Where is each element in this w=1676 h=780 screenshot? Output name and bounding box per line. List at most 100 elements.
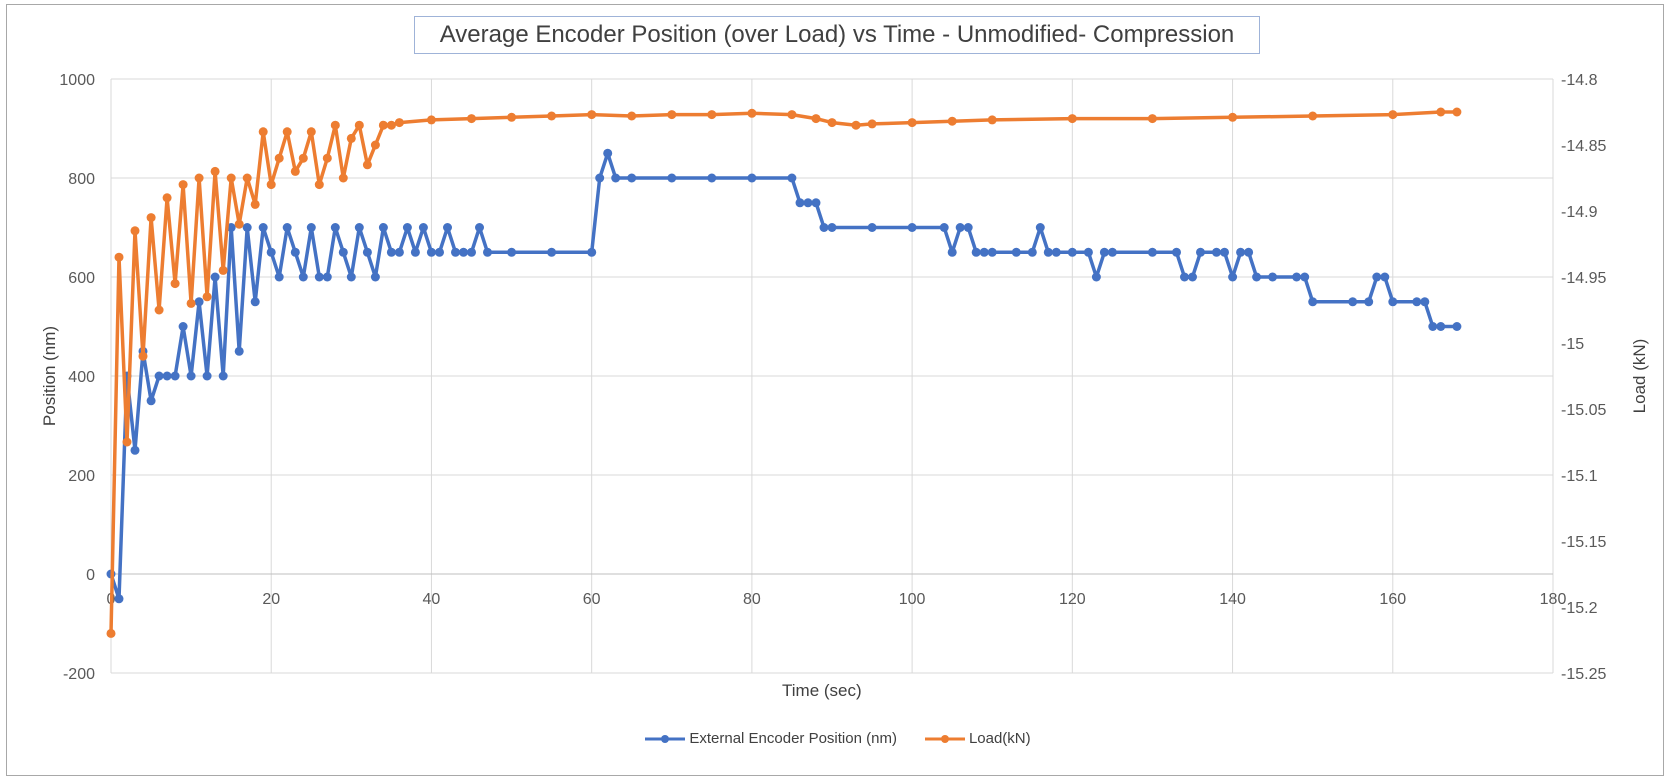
- data-point: [242, 223, 252, 232]
- data-point: [1364, 297, 1374, 307]
- chart-title[interactable]: Average Encoder Position (over Load) vs …: [414, 16, 1260, 54]
- y2-tick-label: -14.85: [1561, 138, 1606, 155]
- data-point: [1067, 114, 1077, 124]
- data-point: [218, 371, 228, 381]
- y2-tick-label: -14.9: [1561, 204, 1598, 221]
- y2-tick-label: -15.2: [1561, 600, 1598, 617]
- data-point: [867, 223, 877, 232]
- data-point: [1268, 272, 1278, 282]
- data-point: [410, 247, 420, 257]
- data-point: [1011, 247, 1021, 257]
- data-point: [1300, 272, 1310, 282]
- data-point: [234, 346, 244, 356]
- data-point: [435, 247, 444, 257]
- data-point: [827, 223, 837, 232]
- data-point: [418, 223, 428, 232]
- data-point: [226, 223, 236, 232]
- data-point: [1236, 247, 1246, 257]
- data-point: [987, 247, 997, 257]
- data-point: [402, 223, 412, 232]
- data-point: [1252, 272, 1262, 282]
- data-point: [282, 223, 292, 232]
- data-point: [939, 223, 949, 232]
- data-point: [1035, 223, 1045, 232]
- data-point: [955, 223, 965, 232]
- data-point: [1188, 272, 1197, 282]
- data-point: [114, 252, 124, 262]
- data-point: [627, 111, 637, 121]
- data-point: [595, 173, 605, 183]
- data-point: [1436, 107, 1446, 117]
- data-point: [1172, 247, 1181, 257]
- data-point: [138, 351, 148, 361]
- data-point: [322, 153, 332, 163]
- data-point: [1388, 110, 1398, 120]
- data-point: [1228, 272, 1238, 282]
- data-point: [907, 118, 917, 128]
- data-point: [170, 371, 180, 381]
- data-point: [226, 173, 236, 183]
- data-point: [971, 247, 981, 257]
- legend-item-load[interactable]: Load(kN): [924, 730, 1031, 747]
- x-tick-label: 140: [1219, 591, 1246, 608]
- data-point: [507, 112, 517, 122]
- data-point: [1292, 272, 1302, 282]
- data-point: [1099, 247, 1109, 257]
- x-axis-title[interactable]: Time (sec): [782, 681, 862, 700]
- data-point: [483, 247, 492, 257]
- data-point: [194, 173, 204, 183]
- data-point: [210, 166, 220, 176]
- data-point: [507, 247, 517, 257]
- y2-tick-label: -15.05: [1561, 402, 1606, 419]
- data-point: [1428, 322, 1438, 331]
- chart-area[interactable]: [6, 4, 1664, 776]
- data-point: [330, 120, 340, 130]
- data-point: [338, 247, 348, 257]
- data-point: [362, 160, 372, 170]
- data-point: [467, 114, 476, 124]
- data-point: [475, 223, 484, 232]
- data-point: [747, 108, 757, 118]
- data-point: [242, 173, 252, 183]
- data-point: [162, 193, 172, 203]
- data-point: [787, 173, 797, 183]
- data-point: [426, 115, 436, 125]
- data-point: [451, 247, 460, 257]
- legend-item-encoder[interactable]: External Encoder Position (nm): [645, 730, 897, 747]
- data-point: [1043, 247, 1053, 257]
- data-point: [338, 173, 348, 183]
- y-tick-label: 200: [68, 468, 95, 485]
- data-point: [354, 120, 364, 130]
- y-axis-title[interactable]: Position (nm): [40, 325, 59, 427]
- data-point: [1228, 112, 1238, 122]
- data-point: [747, 173, 757, 183]
- data-point: [290, 247, 300, 257]
- legend-label-encoder: External Encoder Position (nm): [689, 730, 897, 747]
- data-point: [1452, 322, 1462, 331]
- data-point: [547, 247, 557, 257]
- y-tick-label: 400: [68, 369, 95, 386]
- y2-axis-title[interactable]: Load (kN): [1630, 338, 1649, 414]
- legend[interactable]: External Encoder Position (nm) Load(kN): [0, 730, 1676, 747]
- data-point: [1027, 247, 1037, 257]
- data-point: [1067, 247, 1077, 257]
- data-point: [106, 628, 116, 638]
- y2-tick-label: -14.8: [1561, 72, 1598, 89]
- data-point: [266, 247, 276, 257]
- data-point: [250, 199, 260, 209]
- data-point: [178, 322, 188, 331]
- data-point: [346, 272, 356, 282]
- data-point: [218, 265, 228, 275]
- data-point: [547, 111, 557, 121]
- data-point: [1372, 272, 1382, 282]
- data-point: [378, 120, 388, 130]
- data-point: [330, 223, 340, 232]
- data-point: [787, 110, 797, 120]
- data-point: [1412, 297, 1422, 307]
- data-point: [322, 272, 332, 282]
- data-point: [459, 247, 468, 257]
- data-point: [1107, 247, 1117, 257]
- data-point: [346, 133, 356, 143]
- series-line-1: [109, 110, 1457, 634]
